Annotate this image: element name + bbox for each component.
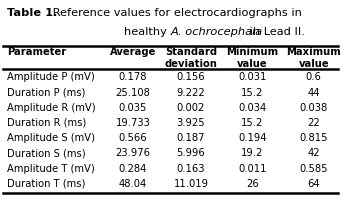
Text: Reference values for electrocardiographs in: Reference values for electrocardiographs… bbox=[49, 8, 302, 18]
Text: 0.035: 0.035 bbox=[119, 103, 147, 113]
Text: Duration S (ms): Duration S (ms) bbox=[7, 148, 86, 158]
Text: 0.038: 0.038 bbox=[300, 103, 328, 113]
Text: Amplitude T (mV): Amplitude T (mV) bbox=[7, 164, 94, 173]
Text: 0.284: 0.284 bbox=[119, 164, 147, 173]
Text: Duration T (ms): Duration T (ms) bbox=[7, 179, 85, 189]
Text: 0.156: 0.156 bbox=[177, 72, 205, 82]
Text: 0.163: 0.163 bbox=[177, 164, 205, 173]
Text: 3.925: 3.925 bbox=[177, 118, 205, 128]
Text: 5.996: 5.996 bbox=[177, 148, 205, 158]
Text: Standard
deviation: Standard deviation bbox=[164, 47, 218, 69]
Text: 19.733: 19.733 bbox=[116, 118, 150, 128]
Text: in Lead II.: in Lead II. bbox=[246, 27, 305, 37]
Text: Table 1.: Table 1. bbox=[7, 8, 57, 18]
Text: 23.976: 23.976 bbox=[116, 148, 150, 158]
Text: 22: 22 bbox=[307, 118, 320, 128]
Text: 0.187: 0.187 bbox=[177, 133, 205, 143]
Text: Amplitude P (mV): Amplitude P (mV) bbox=[7, 72, 94, 82]
Text: Average: Average bbox=[110, 47, 156, 57]
Text: 0.566: 0.566 bbox=[119, 133, 147, 143]
Text: Amplitude S (mV): Amplitude S (mV) bbox=[7, 133, 95, 143]
Text: 0.178: 0.178 bbox=[119, 72, 147, 82]
Text: 0.011: 0.011 bbox=[238, 164, 267, 173]
Text: 19.2: 19.2 bbox=[241, 148, 264, 158]
Text: Duration P (ms): Duration P (ms) bbox=[7, 88, 85, 97]
Text: 15.2: 15.2 bbox=[241, 88, 264, 97]
Text: 9.222: 9.222 bbox=[177, 88, 205, 97]
Text: 26: 26 bbox=[246, 179, 259, 189]
Text: 0.031: 0.031 bbox=[238, 72, 267, 82]
Text: 0.6: 0.6 bbox=[306, 72, 322, 82]
Text: Duration R (ms): Duration R (ms) bbox=[7, 118, 86, 128]
Text: 25.108: 25.108 bbox=[116, 88, 150, 97]
Text: 0.815: 0.815 bbox=[299, 133, 328, 143]
Text: 48.04: 48.04 bbox=[119, 179, 147, 189]
Text: Minimum
value: Minimum value bbox=[226, 47, 278, 69]
Text: 44: 44 bbox=[308, 88, 320, 97]
Text: healthy: healthy bbox=[124, 27, 170, 37]
Text: A. ochrocephala: A. ochrocephala bbox=[170, 27, 263, 37]
Text: 11.019: 11.019 bbox=[174, 179, 208, 189]
Text: 0.002: 0.002 bbox=[177, 103, 205, 113]
Text: Maximum
value: Maximum value bbox=[286, 47, 341, 69]
Text: 0.194: 0.194 bbox=[238, 133, 267, 143]
Text: 42: 42 bbox=[307, 148, 320, 158]
Text: Parameter: Parameter bbox=[7, 47, 66, 57]
Text: Amplitude R (mV): Amplitude R (mV) bbox=[7, 103, 95, 113]
Text: 15.2: 15.2 bbox=[241, 118, 264, 128]
Text: 0.034: 0.034 bbox=[238, 103, 266, 113]
Text: 64: 64 bbox=[307, 179, 320, 189]
Text: 0.585: 0.585 bbox=[299, 164, 328, 173]
